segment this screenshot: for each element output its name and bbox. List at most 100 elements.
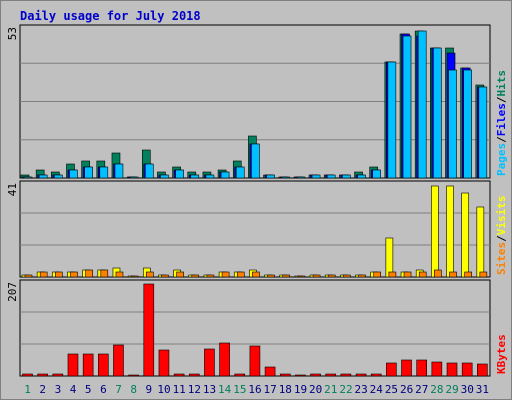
bar-sites — [449, 271, 457, 278]
y-max-label-top: 53 — [6, 27, 19, 40]
bar-kbytes — [249, 345, 261, 377]
bar-sites — [85, 269, 93, 278]
bar-kbytes — [477, 363, 488, 377]
bar-pages — [144, 163, 154, 179]
bar-sites — [388, 271, 397, 278]
legend-separator: / — [495, 136, 508, 143]
bar-pages — [84, 166, 93, 179]
bar-sites — [176, 271, 184, 278]
x-tick-label: 21 — [324, 383, 337, 396]
bar-pages — [235, 166, 245, 179]
x-tick-label: 2 — [39, 383, 46, 396]
bar-sites — [282, 274, 291, 278]
bar-sites — [358, 274, 366, 278]
x-tick-label: 16 — [248, 383, 261, 396]
x-tick-label: 8 — [130, 383, 137, 396]
bar-kbytes — [416, 359, 427, 377]
bar-sites — [115, 271, 124, 278]
legend-files: Files — [495, 103, 508, 136]
bar-visits — [446, 185, 454, 278]
bar-kbytes — [22, 373, 33, 377]
x-tick-label: 30 — [461, 383, 474, 396]
x-tick-label: 29 — [445, 383, 458, 396]
legend-middle: Sites/Visits — [495, 196, 508, 276]
legend-sites: Sites — [495, 242, 508, 275]
x-tick-label: 5 — [85, 383, 92, 396]
bar-sites — [418, 271, 427, 278]
x-tick-label: 13 — [203, 383, 216, 396]
legend-visits: Visits — [495, 196, 508, 236]
bar-sites — [373, 271, 382, 278]
bar-pages — [372, 169, 382, 179]
bar-sites — [206, 274, 215, 278]
bar-sites — [403, 271, 412, 278]
bar-sites — [327, 274, 336, 278]
bar-pages — [266, 174, 275, 179]
bar-kbytes — [310, 373, 321, 377]
y-max-label-bottom: 207 — [6, 282, 19, 302]
bar-visits — [385, 237, 394, 278]
bar-sites — [267, 274, 275, 278]
bar-pages — [99, 166, 109, 179]
legend-pages: Pages — [495, 143, 508, 176]
legend-hits: Hits — [495, 70, 508, 97]
x-tick-label: 19 — [294, 383, 307, 396]
x-tick-label: 15 — [233, 383, 246, 396]
bar-sites — [24, 274, 33, 278]
x-tick-label: 26 — [400, 383, 413, 396]
bar-pages — [114, 163, 124, 179]
bar-sites — [161, 274, 169, 278]
bar-sites — [100, 269, 109, 278]
bar-sites — [252, 271, 260, 278]
x-tick-label: 7 — [115, 383, 122, 396]
x-tick-label: 12 — [188, 383, 201, 396]
x-tick-label: 20 — [309, 383, 322, 396]
bar-kbytes — [431, 361, 443, 377]
bar-kbytes — [234, 373, 246, 377]
bar-pages — [251, 143, 260, 179]
bar-kbytes — [219, 342, 230, 377]
legend-separator: / — [495, 96, 508, 103]
bar-pages — [129, 176, 139, 179]
panel-bottom: 207 KBytes — [6, 279, 508, 377]
x-tick-label: 18 — [279, 383, 292, 396]
bar-pages — [69, 169, 78, 179]
bar-pages — [463, 69, 472, 179]
x-tick-label: 14 — [218, 383, 232, 396]
x-tick-label: 22 — [339, 383, 352, 396]
bar-pages — [160, 174, 169, 179]
bar-pages — [175, 169, 184, 179]
legend-kbytes: KBytes — [495, 334, 508, 374]
bar-pages — [38, 174, 48, 179]
bar-sites — [70, 271, 78, 278]
bar-sites — [39, 271, 48, 278]
bar-kbytes — [67, 353, 79, 377]
bar-pages — [402, 35, 412, 179]
bar-kbytes — [52, 373, 64, 377]
bar-visits — [461, 192, 469, 278]
x-tick-label: 1 — [24, 383, 31, 396]
x-tick-label: 25 — [385, 383, 398, 396]
legend-top: Pages/Files/Hits — [495, 70, 508, 176]
bar-kbytes — [355, 373, 367, 377]
bar-kbytes — [98, 353, 109, 377]
bar-sites — [130, 275, 139, 278]
bar-kbytes — [446, 362, 458, 377]
bar-sites — [312, 274, 321, 278]
x-tick-label: 9 — [146, 383, 153, 396]
bar-kbytes — [386, 362, 397, 377]
bar-pages — [296, 176, 306, 179]
x-tick-label: 3 — [55, 383, 62, 396]
bar-sites — [479, 271, 488, 278]
legend-bottom: KBytes — [495, 334, 508, 374]
bar-kbytes — [204, 348, 215, 377]
bar-sites — [191, 274, 200, 278]
bar-kbytes — [128, 374, 139, 377]
x-tick-label: 11 — [173, 383, 186, 396]
plot-area-middle — [19, 180, 491, 278]
x-tick-label: 23 — [355, 383, 368, 396]
bar-pages — [311, 174, 321, 179]
bar-visits — [476, 206, 485, 278]
